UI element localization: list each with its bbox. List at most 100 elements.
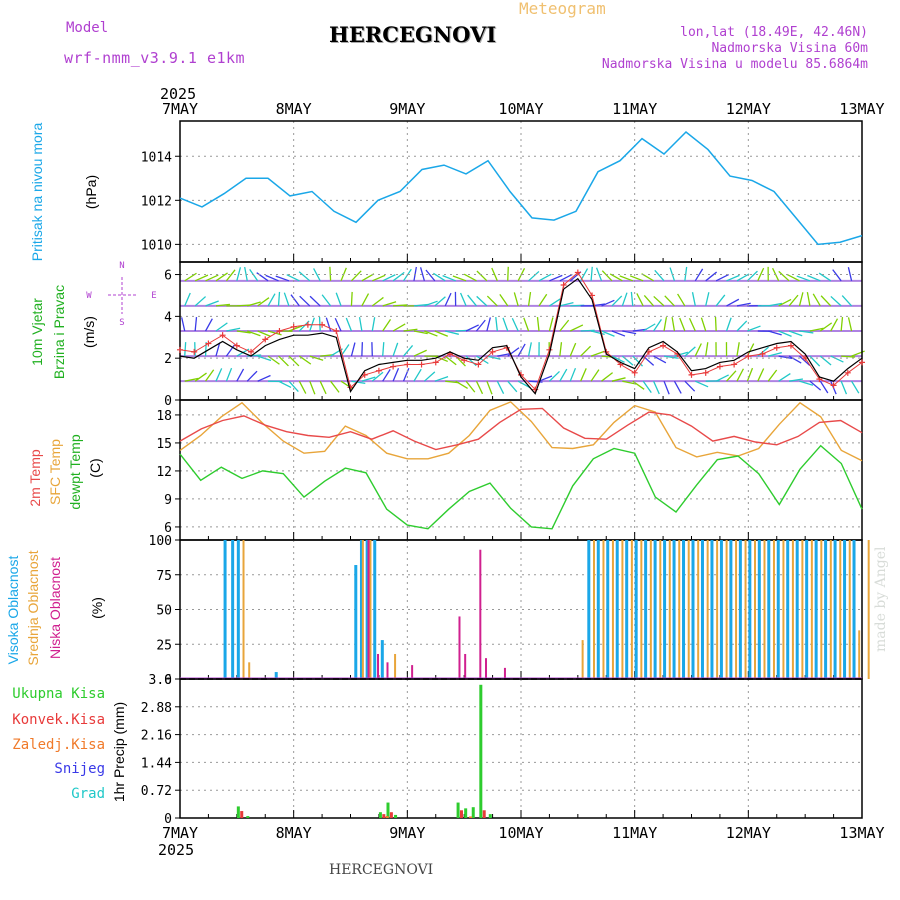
compass-e: E: [151, 291, 156, 301]
wind-vane: [247, 301, 261, 307]
wind-vane: [371, 317, 376, 332]
wind-vane: [351, 380, 366, 384]
wind-vane: [184, 377, 199, 382]
wind-vane: [830, 295, 842, 307]
high-cloud-bar: [814, 540, 818, 679]
wind-vane: [465, 324, 479, 332]
wind-vane: [778, 372, 791, 382]
high-cloud-bar: [373, 540, 377, 679]
y-tick-label: 1012: [141, 194, 172, 209]
wind-vane: [840, 380, 848, 395]
wind-vane: [601, 270, 613, 282]
wind-vane: [778, 330, 792, 338]
wind-vane: [225, 344, 236, 357]
high-cloud-bar: [653, 540, 657, 679]
wind-vane: [278, 380, 292, 388]
panel-frame: [179, 399, 863, 541]
mid-cloud-bar: [361, 540, 364, 679]
high-cloud-bar: [843, 540, 847, 679]
wind-vane: [595, 267, 603, 282]
high-cloud-bar: [644, 540, 648, 679]
wind-vane: [335, 292, 342, 307]
wind-vane: [425, 269, 436, 282]
wind-vane: [247, 330, 261, 337]
wind-vane: [695, 380, 709, 388]
precip-axis-title: 1hr Precip (mm): [111, 702, 127, 802]
wind-vane: [590, 266, 593, 281]
y-tick-label: 0.72: [141, 784, 172, 799]
wind-vane: [361, 273, 375, 282]
y-tick-label: 18: [156, 409, 172, 424]
wind-vane: [736, 302, 751, 307]
wind-vane: [673, 380, 682, 394]
wind-vane: [257, 297, 270, 307]
wind-vane: [700, 317, 707, 332]
wind-vane: [392, 342, 399, 357]
y-tick-label: 75: [156, 569, 172, 584]
wind-vane: [768, 330, 782, 336]
wind-vane: [642, 323, 656, 332]
altitude-label: Nadmorska Visina 60m: [711, 41, 868, 56]
x-tick-label-top: 10MAY: [498, 100, 543, 118]
mid-cloud-bar: [687, 540, 690, 679]
wind-vane: [736, 368, 744, 382]
wind-vane: [768, 302, 783, 307]
wind-vane: [684, 380, 696, 392]
wind-vane: [747, 325, 761, 332]
high-cloud-bar: [359, 540, 363, 679]
mid-cloud-bar: [858, 630, 861, 679]
wind-vane: [726, 274, 740, 282]
wind-vane: [679, 317, 686, 332]
wind-vane: [205, 274, 219, 282]
wind-vane: [486, 380, 493, 395]
gust-marker: [859, 359, 865, 366]
wind-vane: [788, 355, 802, 364]
low-cloud-bar: [503, 667, 506, 679]
high-cloud-bar: [606, 540, 610, 679]
wind-vane: [809, 327, 824, 332]
wind-vane: [705, 271, 718, 282]
precip-bar: [240, 811, 244, 818]
mid-cloud-bar: [716, 540, 719, 679]
precip-bar: [471, 807, 475, 818]
pressure-axis-title: Pritisak na nivou mora: [29, 123, 45, 262]
wind-vane: [788, 378, 803, 382]
cloud-unit: (%): [89, 597, 105, 619]
wind-vane: [517, 380, 531, 389]
wind-vane: [495, 317, 498, 332]
wind-vane: [403, 328, 418, 332]
wind-vane: [465, 380, 476, 393]
wind-vane: [601, 330, 615, 337]
x-tick-label-bottom: 7MAY: [162, 824, 198, 842]
precip-bar: [246, 816, 250, 818]
wind-vane: [181, 317, 186, 332]
y-tick-label: 1010: [141, 238, 172, 253]
compass-cross: [108, 277, 137, 314]
low-cloud-bar: [411, 665, 414, 679]
mid-cloud-bar: [763, 540, 766, 679]
x-tick-label-top: 12MAY: [726, 100, 771, 118]
wind-vane: [225, 269, 236, 282]
wind-vane: [309, 355, 324, 361]
wind-vane: [601, 372, 614, 382]
location-title: HERCEGNOVI: [329, 22, 497, 47]
wind-vane: [812, 293, 821, 307]
wind-vane: [559, 319, 570, 332]
low-cloud-bar: [367, 540, 370, 679]
wind-vane: [736, 273, 750, 282]
wind-vane: [746, 270, 758, 282]
precip-legend-item: Zaledj.Kisa: [12, 737, 105, 753]
wind-vane: [580, 368, 587, 382]
wind-vane: [463, 273, 477, 282]
wind-vane: [569, 324, 584, 332]
wind-vane: [286, 274, 300, 282]
wind-vane: [569, 342, 577, 357]
wind-vane: [549, 297, 562, 307]
wind-vane: [257, 330, 271, 338]
wind-vane: [736, 342, 740, 357]
wind-vane: [423, 371, 436, 382]
high-cloud-axis-title: Visoka Oblacnost: [5, 556, 21, 665]
wind-vane: [517, 343, 526, 357]
y-tick-label: 2.16: [141, 729, 172, 744]
precip-bar: [382, 814, 386, 818]
